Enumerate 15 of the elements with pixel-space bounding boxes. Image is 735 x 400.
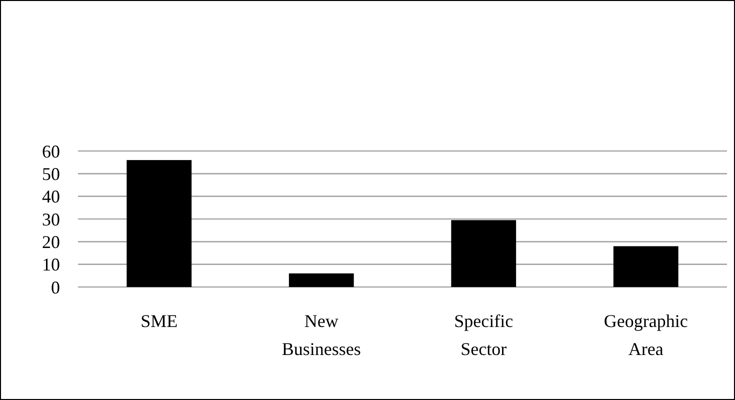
x-tick-label: Specific Sector [454,311,514,359]
y-tick-label: 0 [51,277,60,298]
y-tick-label: 40 [42,186,60,207]
y-tick-label: 60 [42,141,60,162]
bar [288,273,354,287]
y-tick-label: 10 [42,254,60,275]
x-tick-label: SME [140,311,178,331]
x-tick-label: New Businesses [282,311,361,359]
bar [613,246,678,287]
bar [126,160,192,287]
bar [451,220,516,287]
y-tick-label: 50 [42,164,60,184]
y-tick-label: 20 [42,232,60,252]
y-tick-label: 30 [42,209,60,230]
x-tick-label: Geographic Area [604,311,688,359]
